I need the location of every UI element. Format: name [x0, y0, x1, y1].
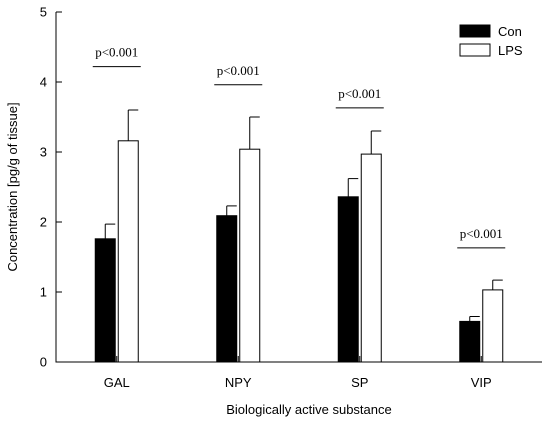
y-tick-label: 3 — [40, 145, 47, 160]
bar-lps-gal — [117, 140, 139, 363]
bar-lps-npy — [239, 148, 261, 363]
legend-swatch-con — [459, 24, 491, 38]
bar-lps-sp — [360, 153, 382, 363]
legend-label-lps: LPS — [498, 43, 523, 58]
bar-con-npy — [216, 215, 238, 363]
bar-con-sp — [337, 196, 359, 363]
bar-con-gal — [94, 238, 116, 363]
y-tick-label: 2 — [40, 215, 47, 230]
significance-label: p<0.001 — [217, 63, 260, 78]
legend: Con LPS — [459, 24, 523, 58]
bar-lps-vip — [482, 289, 504, 363]
plot-area: 0 1 2 3 4 5 GAL NPY SP VIP p<0.001 p<0.001 p<0.001 p<… — [40, 5, 542, 390]
x-tick-label: VIP — [471, 375, 492, 390]
significance-label: p<0.001 — [95, 45, 138, 60]
x-tick-label: NPY — [225, 375, 252, 390]
y-tick-label: 0 — [40, 355, 47, 370]
significance-label: p<0.001 — [460, 226, 503, 241]
significance-label: p<0.001 — [338, 86, 381, 101]
y-tick-label: 4 — [40, 75, 47, 90]
y-tick-label: 1 — [40, 285, 47, 300]
bar-con-vip — [459, 320, 481, 363]
x-axis-title: Biologically active substance — [226, 402, 391, 417]
y-axis-title: Concentration [pg/g of tissue] — [5, 102, 20, 271]
x-tick-label: SP — [351, 375, 368, 390]
y-tick-label: 5 — [40, 5, 47, 20]
legend-swatch-lps — [459, 43, 491, 57]
x-tick-label: GAL — [104, 375, 130, 390]
legend-label-con: Con — [498, 24, 522, 39]
